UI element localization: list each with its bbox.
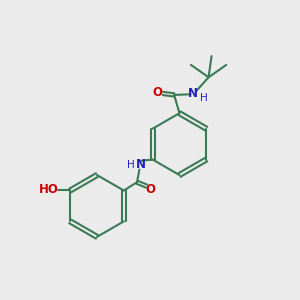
Text: O: O (152, 86, 162, 99)
Text: N: N (188, 87, 197, 100)
Text: N: N (136, 158, 146, 171)
Text: H: H (127, 160, 135, 170)
Text: O: O (146, 183, 156, 196)
Text: H: H (200, 93, 208, 103)
Text: HO: HO (39, 183, 59, 196)
